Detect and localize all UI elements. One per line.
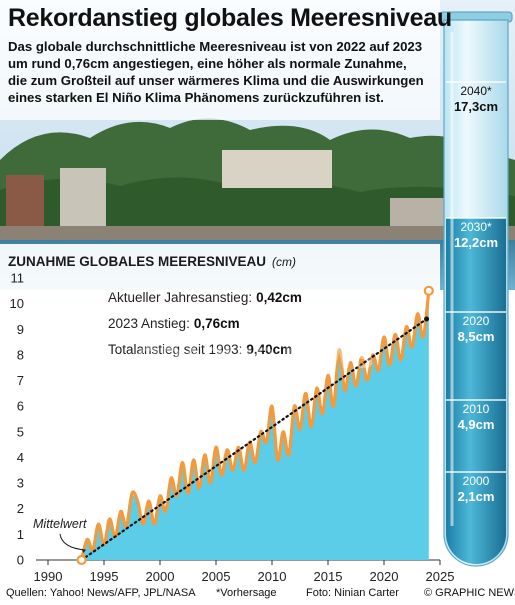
watermark: GRAPHIC NEWS [137, 342, 374, 375]
title-panel [0, 0, 440, 36]
series-line [80, 290, 431, 561]
annotation-mittelwert: Mittelwert [33, 517, 87, 531]
intro-panel [0, 36, 440, 120]
tube-year-label: 2020 [463, 314, 490, 328]
y-tick-label: 11 [11, 271, 25, 286]
x-tick-label: 2010 [258, 569, 287, 584]
stat-line: Totalanstieg seit 1993: 9,40cm [108, 342, 292, 357]
stat-label: 2023 Anstieg: [108, 316, 190, 331]
y-tick-label: 2 [17, 501, 24, 516]
x-tick-label: 2020 [370, 569, 399, 584]
y-tick-label: 3 [17, 476, 24, 491]
y-tick-label: 8 [17, 347, 24, 362]
y-tick-label: 5 [17, 424, 24, 439]
series-start-point [76, 554, 87, 566]
stat-value: 9,40cm [246, 342, 292, 357]
stat-value: 0,76cm [194, 316, 240, 331]
chart: ZUNAHME GLOBALES MEERESNIVEAU (cm) 0 1 2 3 4 5 6… [8, 254, 454, 584]
sources: Quellen: Yahoo! News/AFP, JPL/NASA [6, 587, 196, 599]
tube-value-label: 2,1cm [458, 489, 495, 504]
stat-line: Aktueller Jahresanstieg: 0,42cm [108, 290, 302, 305]
y-tick-label: 4 [17, 450, 24, 465]
tube-year-label: 2040* [460, 84, 492, 98]
y-tick-label: 10 [10, 296, 24, 311]
x-tick-label: 1995 [90, 569, 119, 584]
stat-label: Aktueller Jahresanstieg: [108, 290, 252, 305]
tube-year-label: 2000 [463, 474, 490, 488]
page-title: Rekordanstieg globales Meeresniveau [8, 4, 452, 32]
series-end-point [423, 285, 434, 296]
x-tick-label: 2025 [426, 569, 455, 584]
chart-unit: (cm) [272, 255, 296, 269]
annotation-arrowhead [81, 549, 86, 553]
trend-line [80, 317, 428, 562]
tube-value-label: 17,3cm [454, 99, 498, 114]
series-area [81, 290, 429, 560]
x-tick-label: 2015 [314, 569, 343, 584]
tube-year-label: 2030* [460, 220, 492, 234]
y-tick-label: 1 [17, 527, 24, 542]
forecast-note: *Vorhersage [216, 587, 277, 599]
x-tick-label: 2000 [146, 569, 175, 584]
y-tick-label: 7 [17, 373, 24, 388]
y-tick-label: 9 [17, 322, 24, 337]
x-tick-label: 2005 [202, 569, 231, 584]
intro-text: Das globale durchschnittliche Meeresnive… [8, 39, 424, 105]
tube-year-label: 2010 [463, 402, 490, 416]
tube-value-label: 8,5cm [458, 329, 495, 344]
stat-label: Totalanstieg seit 1993: [108, 342, 242, 357]
trend-end-point [424, 316, 430, 322]
tube-value-label: 12,2cm [454, 235, 498, 250]
tube-value-label: 4,9cm [458, 417, 495, 432]
x-tick-label: 1990 [34, 569, 63, 584]
tube-water [446, 218, 506, 564]
stat-line: 2023 Anstieg: 0,76cm [108, 316, 240, 331]
stat-value: 0,42cm [256, 290, 302, 305]
y-tick-label: 6 [17, 399, 24, 414]
photo-credit: Foto: Ninian Carter [306, 587, 399, 599]
y-tick-label: 0 [17, 553, 24, 568]
copyright: © GRAPHIC NEWS [424, 587, 515, 599]
chart-heading: ZUNAHME GLOBALES MEERESNIVEAU (cm) [8, 254, 296, 269]
